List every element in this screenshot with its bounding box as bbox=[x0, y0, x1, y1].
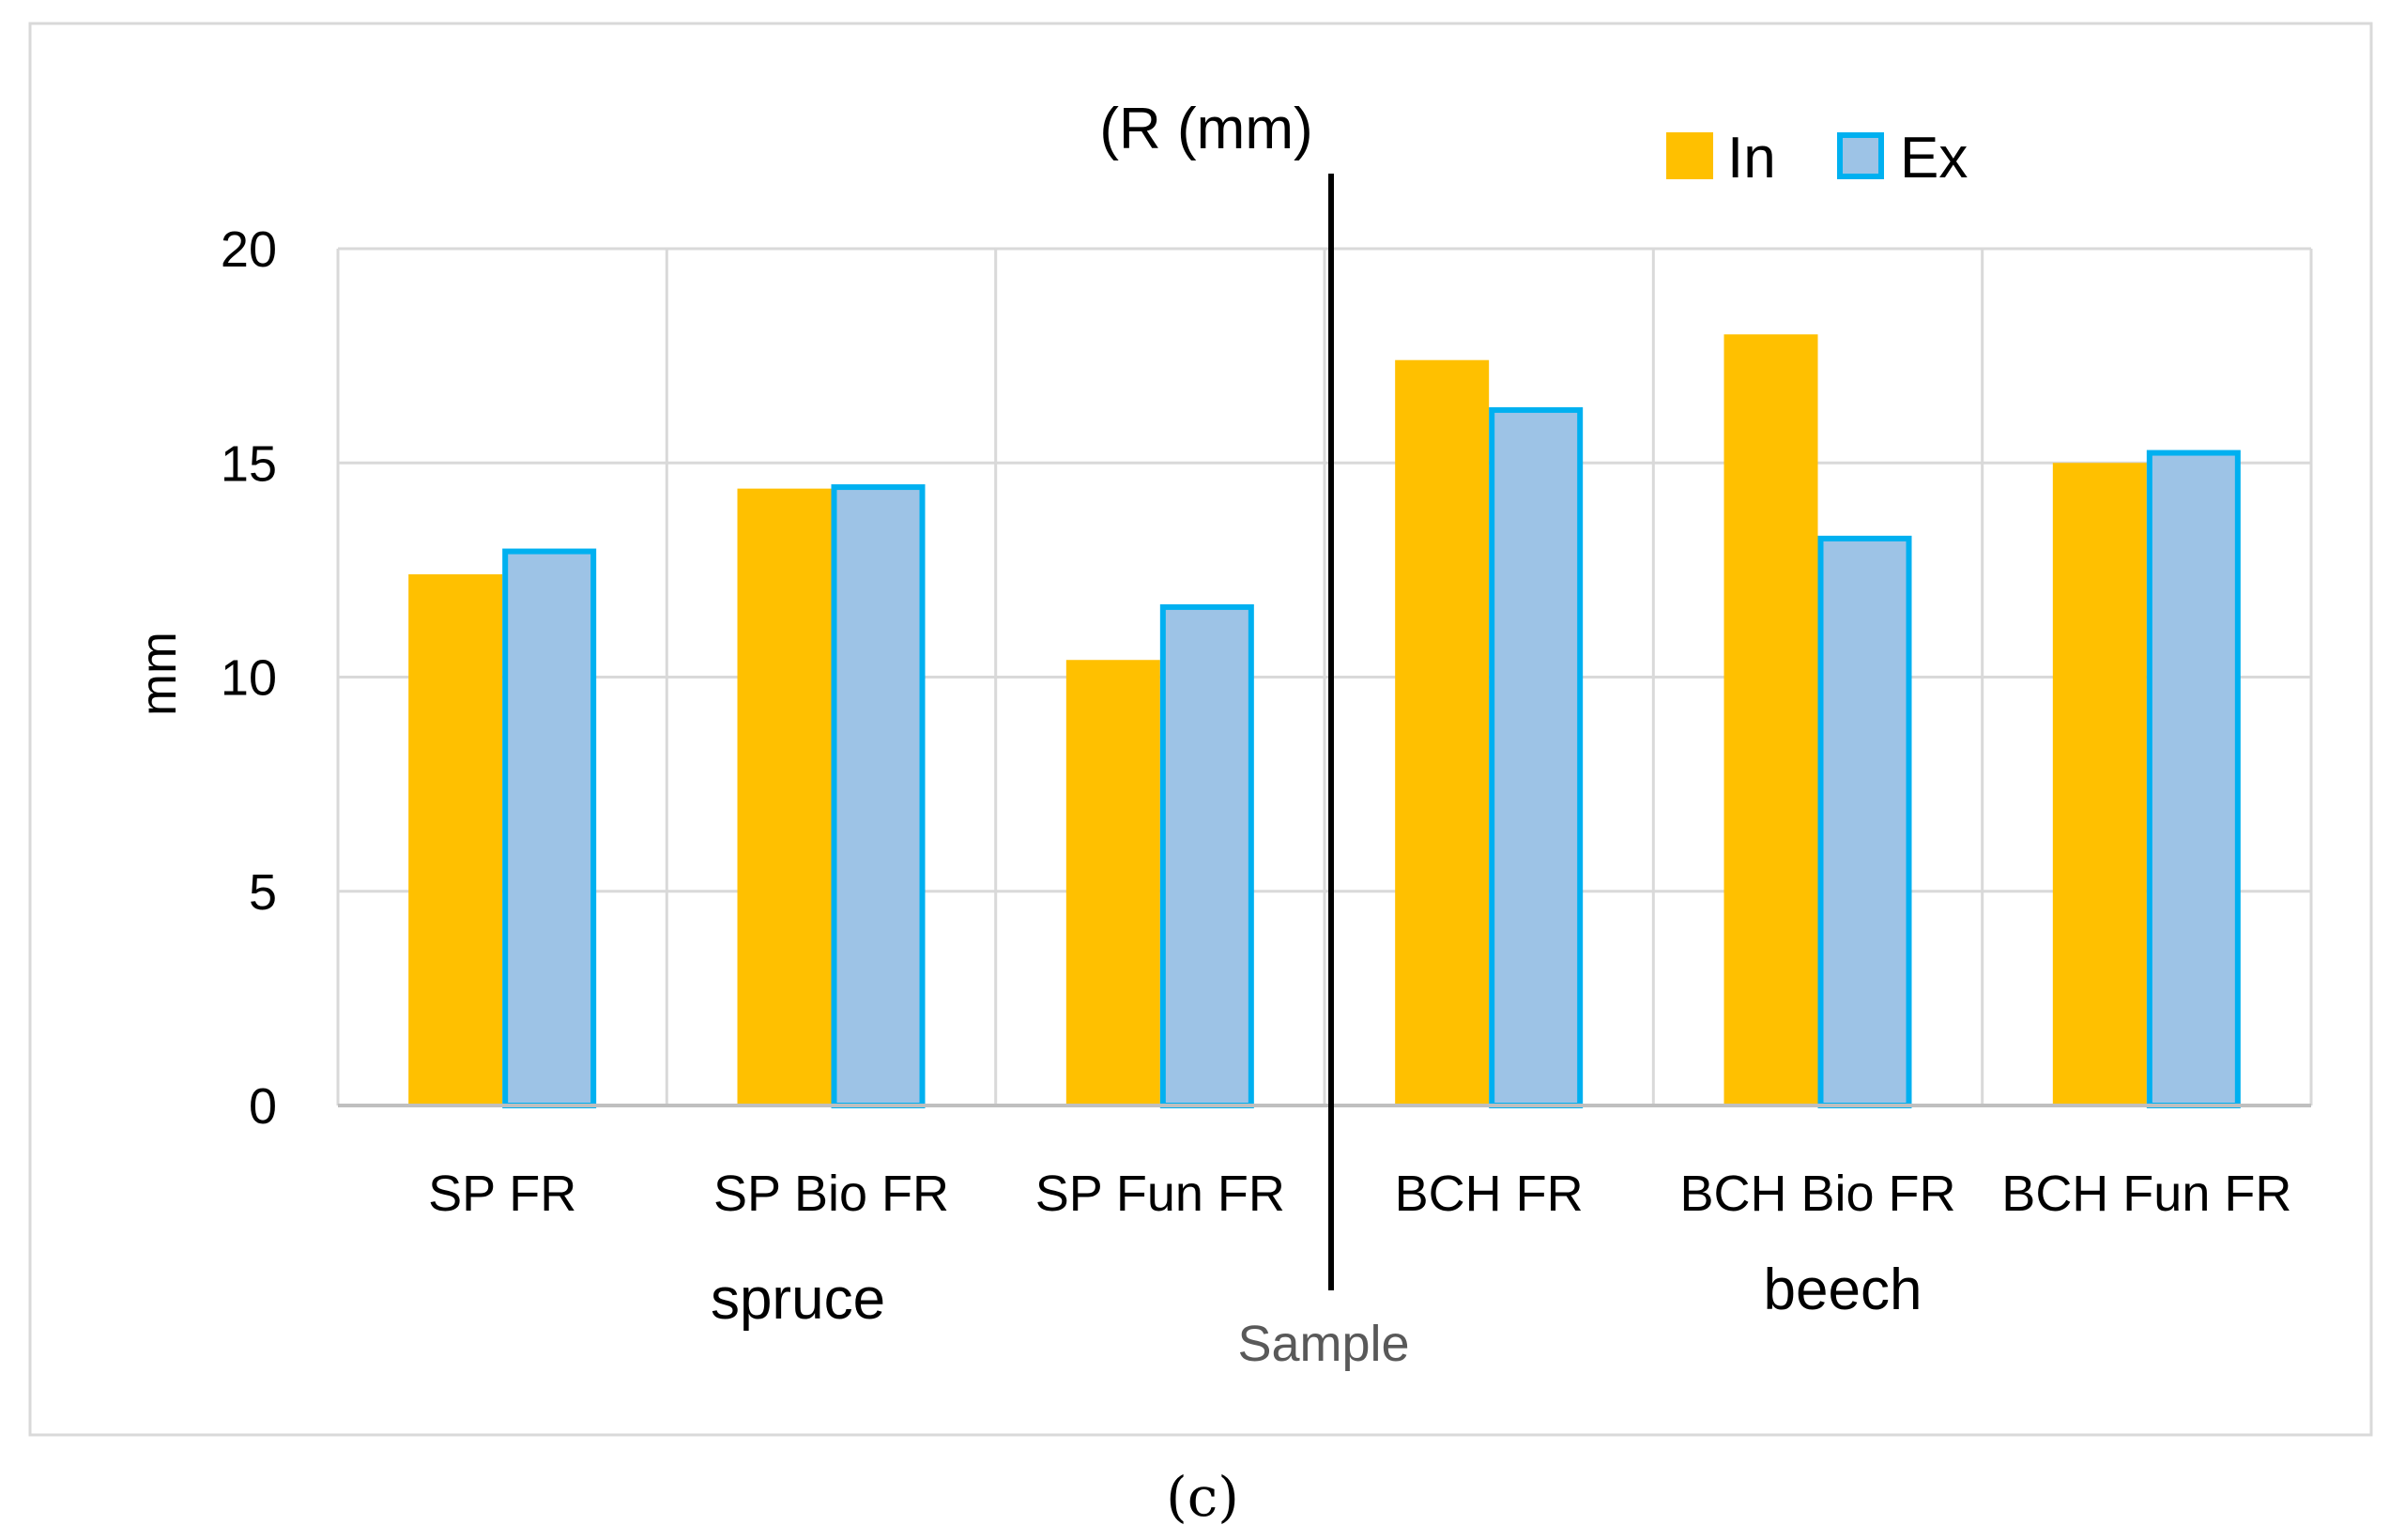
legend-label-in: In bbox=[1727, 126, 1776, 191]
group-label-spruce: spruce bbox=[711, 1267, 885, 1332]
bar-ex-3 bbox=[1159, 603, 1254, 1108]
bar-ex-2 bbox=[831, 484, 926, 1108]
x-tick-label: BCH Bio FR bbox=[1679, 1166, 1955, 1222]
x-axis-label: Sample bbox=[1237, 1316, 1409, 1372]
bar-in-1 bbox=[408, 573, 503, 1105]
bars bbox=[408, 334, 2241, 1108]
y-tick-label: 10 bbox=[221, 650, 277, 707]
y-tick-label: 20 bbox=[221, 221, 277, 278]
chart-title: (R (mm) bbox=[1099, 97, 1312, 161]
y-axis-label: mm bbox=[130, 632, 187, 716]
bar-in-6 bbox=[2052, 463, 2147, 1105]
y-tick-label: 0 bbox=[249, 1078, 277, 1135]
y-tick-label: 15 bbox=[221, 435, 277, 492]
x-tick-label: BCH Fun FR bbox=[2001, 1166, 2291, 1222]
legend: In Ex bbox=[1666, 126, 1968, 191]
bar-ex-4 bbox=[1489, 406, 1584, 1108]
x-tick-label: BCH FR bbox=[1395, 1166, 1584, 1222]
bar-ex-1 bbox=[502, 548, 597, 1108]
bar-in-4 bbox=[1395, 359, 1490, 1105]
legend-label-ex: Ex bbox=[1900, 126, 1968, 191]
gridlines bbox=[336, 247, 2313, 1105]
figure-caption: (c) bbox=[1166, 1465, 1239, 1529]
bar-in-5 bbox=[1723, 334, 1818, 1105]
legend-swatch-ex bbox=[1837, 132, 1884, 179]
axes: 0 5 10 15 20 SP FR SP Bio FR SP Fun FR BCH FR BCH… bbox=[221, 221, 2311, 1222]
legend-swatch-in bbox=[1666, 132, 1713, 179]
bar-ex-5 bbox=[1817, 535, 1912, 1108]
y-tick-label: 5 bbox=[249, 864, 277, 921]
bar-ex-6 bbox=[2146, 450, 2241, 1108]
bar-in-3 bbox=[1065, 660, 1160, 1105]
x-tick-label: SP FR bbox=[428, 1166, 576, 1222]
x-tick-label: SP Fun FR bbox=[1035, 1166, 1285, 1222]
group-label-beech: beech bbox=[1764, 1258, 1922, 1322]
x-tick-label: SP Bio FR bbox=[713, 1166, 949, 1222]
bar-in-2 bbox=[737, 488, 832, 1105]
